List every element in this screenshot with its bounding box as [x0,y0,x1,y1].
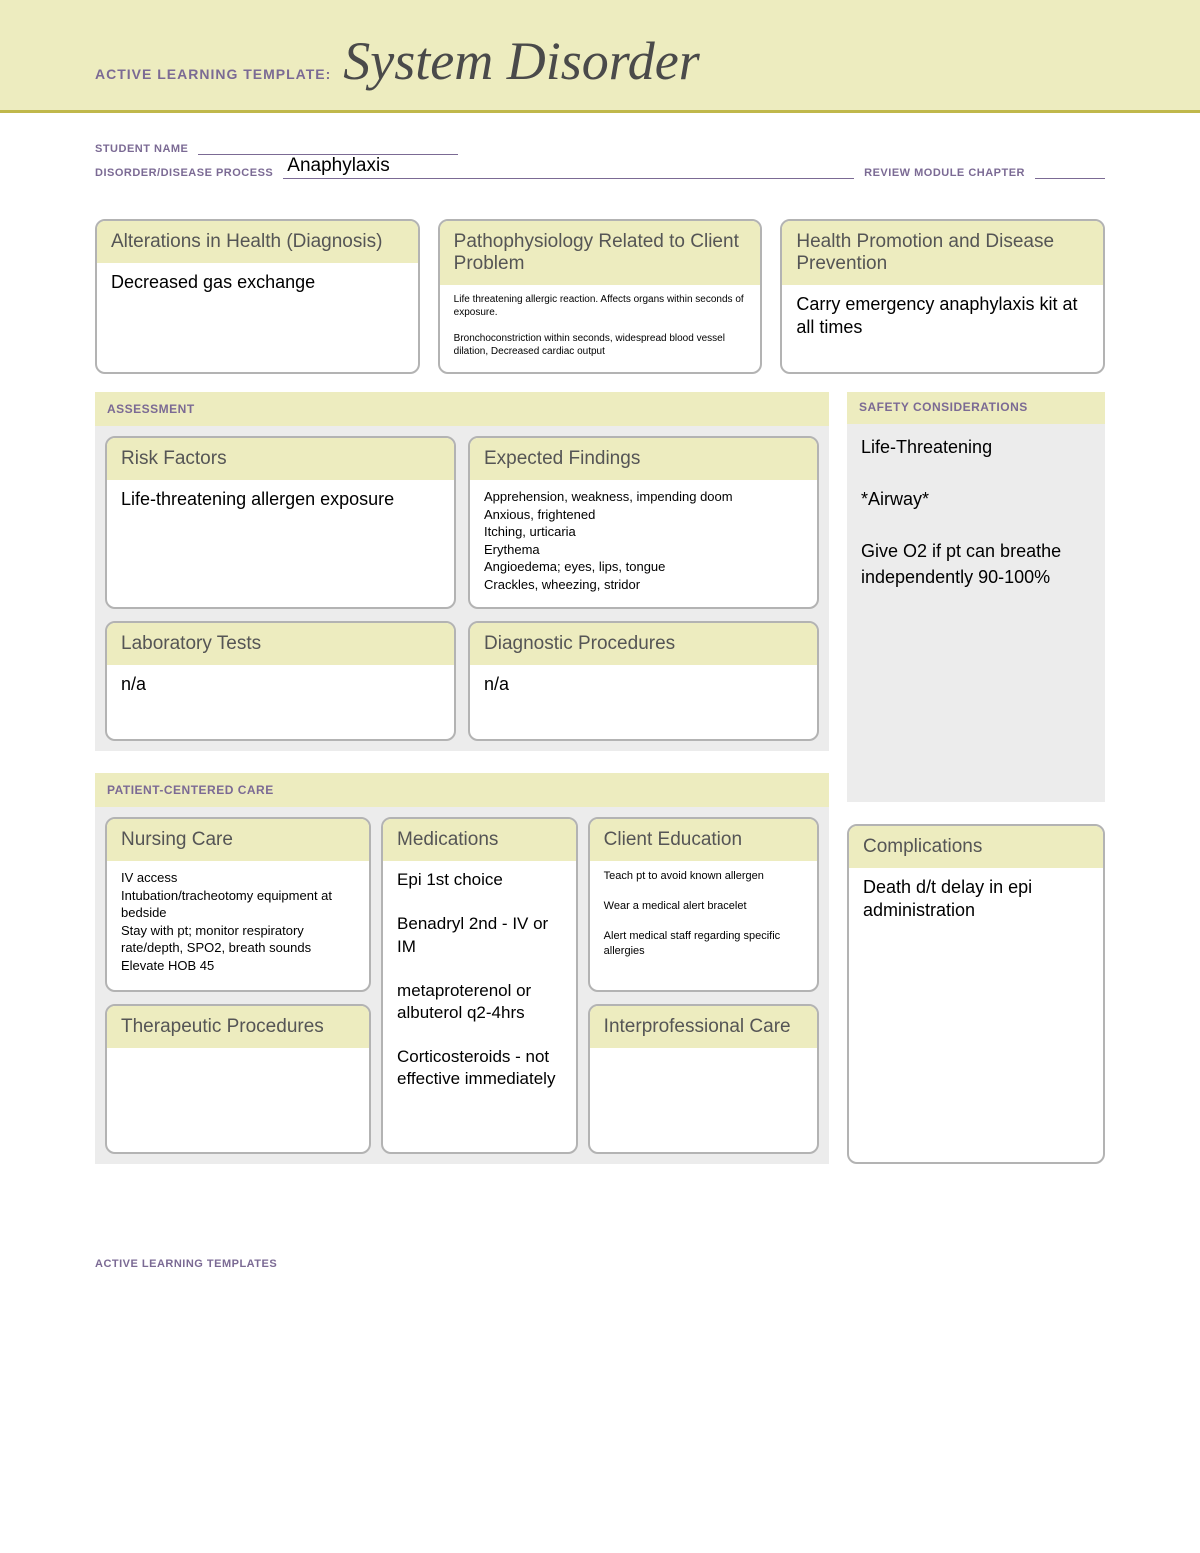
labs-card: Laboratory Tests n/a [105,621,456,741]
disorder-row: DISORDER/DISEASE PROCESS Anaphylaxis REV… [95,161,1105,179]
safety-label: SAFETY CONSIDERATIONS [859,400,1093,416]
header-band: ACTIVE LEARNING TEMPLATE: System Disorde… [0,0,1200,113]
diag-body: n/a [470,665,817,710]
patho-body: Life threatening allergic reaction. Affe… [440,285,761,372]
patho-card: Pathophysiology Related to Client Proble… [438,219,763,374]
interprof-card: Interprofessional Care [588,1004,819,1154]
meds-title: Medications [383,819,576,861]
footer-text: ACTIVE LEARNING TEMPLATES [95,1258,277,1270]
student-name-line[interactable] [198,141,458,155]
pcc-section: Nursing Care IV access Intubation/trache… [95,807,829,1164]
header-title: System Disorder [343,30,699,92]
disorder-label: DISORDER/DISEASE PROCESS [95,167,273,179]
student-name-label: STUDENT NAME [95,143,188,155]
promotion-title: Health Promotion and Disease Prevention [782,221,1103,285]
expected-title: Expected Findings [470,438,817,480]
education-body: Teach pt to avoid known allergen Wear a … [590,861,817,972]
diag-card: Diagnostic Procedures n/a [468,621,819,741]
expected-body: Apprehension, weakness, impending doom A… [470,480,817,607]
interprof-body [590,1048,817,1070]
interprof-title: Interprofessional Care [590,1006,817,1048]
education-card: Client Education Teach pt to avoid known… [588,817,819,992]
alterations-card: Alterations in Health (Diagnosis) Decrea… [95,219,420,374]
promotion-card: Health Promotion and Disease Prevention … [780,219,1105,374]
complications-title: Complications [849,826,1103,868]
education-title: Client Education [590,819,817,861]
review-label: REVIEW MODULE CHAPTER [864,167,1025,179]
safety-band: SAFETY CONSIDERATIONS [847,392,1105,424]
diag-title: Diagnostic Procedures [470,623,817,665]
nursing-title: Nursing Care [107,819,369,861]
therapeutic-title: Therapeutic Procedures [107,1006,369,1048]
meds-card: Medications Epi 1st choice Benadryl 2nd … [381,817,578,1154]
meds-body: Epi 1st choice Benadryl 2nd - IV or IM m… [383,861,576,1104]
expected-card: Expected Findings Apprehension, weakness… [468,436,819,609]
labs-title: Laboratory Tests [107,623,454,665]
risk-body: Life-threatening allergen exposure [107,480,454,525]
footer: ACTIVE LEARNING TEMPLATES [0,1204,1200,1302]
therapeutic-body [107,1048,369,1070]
assessment-band: ASSESSMENT [95,392,829,426]
risk-title: Risk Factors [107,438,454,480]
review-line[interactable] [1035,161,1105,179]
nursing-body: IV access Intubation/tracheotomy equipme… [107,861,369,988]
promotion-body: Carry emergency anaphylaxis kit at all t… [782,285,1103,352]
therapeutic-card: Therapeutic Procedures [105,1004,371,1154]
pcc-label: PATIENT-CENTERED CARE [107,783,274,797]
labs-body: n/a [107,665,454,710]
patho-title: Pathophysiology Related to Client Proble… [440,221,761,285]
assessment-label: ASSESSMENT [107,402,195,416]
disorder-value: Anaphylaxis [287,155,389,177]
pcc-band: PATIENT-CENTERED CARE [95,773,829,807]
risk-card: Risk Factors Life-threatening allergen e… [105,436,456,609]
complications-card: Complications Death d/t delay in epi adm… [847,824,1105,1164]
safety-body: Life-Threatening *Airway* Give O2 if pt … [847,424,1105,803]
nursing-card: Nursing Care IV access Intubation/trache… [105,817,371,992]
header-prefix: ACTIVE LEARNING TEMPLATE: [95,66,331,82]
student-name-row: STUDENT NAME [95,141,1105,155]
disorder-line[interactable]: Anaphylaxis [283,161,854,179]
alterations-title: Alterations in Health (Diagnosis) [97,221,418,263]
complications-body: Death d/t delay in epi administration [849,868,1103,935]
assessment-section: Risk Factors Life-threatening allergen e… [95,426,829,751]
alterations-body: Decreased gas exchange [97,263,418,308]
